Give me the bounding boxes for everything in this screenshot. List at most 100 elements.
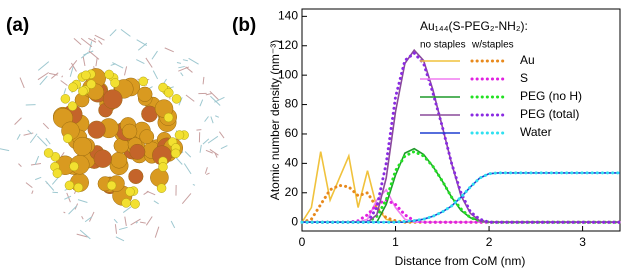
ligand-strand [202, 138, 210, 145]
ligand-strand [31, 190, 34, 194]
ligand-strand [93, 37, 96, 41]
ligand-strand [88, 37, 97, 43]
ligand-strand [16, 133, 21, 140]
y-tick-label: 20 [285, 185, 299, 199]
ligand-strand [83, 50, 94, 56]
ligand-strand [139, 221, 146, 224]
sulfur-atom [164, 88, 174, 98]
sulfur-atom [104, 69, 114, 80]
ligand-strand [84, 216, 93, 223]
legend-label: PEG (no H) [520, 89, 582, 103]
ligand-strand [98, 40, 103, 45]
sulfur-atom [73, 182, 84, 193]
sulfur-atom [63, 133, 73, 144]
gold-atom [93, 149, 112, 168]
ligand-strand [196, 129, 202, 131]
ligand-strand [37, 72, 49, 81]
y-tick-label: 0 [291, 214, 298, 228]
x-tick-label: 2 [486, 235, 493, 249]
ligand-strand [136, 39, 147, 47]
sulfur-atom [43, 148, 54, 158]
ligand-strand [199, 144, 202, 153]
y-tick-label: 80 [285, 97, 299, 111]
ligand-strand [110, 63, 116, 66]
x-tick-label: 1 [392, 235, 399, 249]
ligand-strand [199, 99, 204, 107]
sulfur-atom [170, 148, 181, 159]
ligand-strand [204, 167, 208, 174]
ligand-strand [176, 61, 182, 64]
ligand-strand [68, 205, 78, 215]
ligand-strand [113, 218, 118, 224]
ligand-strand [184, 151, 192, 158]
ligand-strand [205, 149, 213, 154]
sulfur-atom [174, 130, 185, 140]
ligand-strand [154, 226, 160, 238]
ligand-strand [218, 131, 225, 139]
legend-label: S [520, 71, 528, 85]
ligand-strand [63, 211, 66, 214]
ligand-strand [188, 57, 199, 65]
ligand-strand [29, 133, 38, 144]
ligand-strand [136, 59, 145, 65]
x-tick-label: 3 [579, 235, 586, 249]
sulfur-atom [68, 82, 78, 92]
ligand-strand [0, 148, 10, 152]
sulfur-atom [69, 161, 79, 172]
sulfur-atom [121, 198, 131, 208]
sulfur-atom [110, 78, 120, 88]
ligand-strand [180, 72, 184, 77]
ligand-strand [192, 183, 196, 186]
gold-atom [87, 120, 106, 139]
line-w-staples [300, 51, 622, 224]
ligand-strand [114, 224, 118, 234]
molecule-image [0, 28, 228, 242]
ligand-strand [178, 65, 185, 69]
ligand-strand [182, 59, 188, 62]
ligand-strand [153, 200, 159, 205]
ligand-strand [69, 66, 74, 77]
ligand-strand [37, 135, 48, 147]
ligand-strand [204, 116, 209, 122]
ligand-strand [124, 216, 127, 227]
ligand-strand [181, 193, 192, 204]
ligand-strand [25, 182, 33, 188]
legend-column: no staples [420, 40, 466, 51]
ligand-strand [35, 176, 42, 181]
gold-atom [129, 143, 146, 160]
legend-label: Au [520, 53, 535, 67]
ligand-strand [137, 42, 148, 51]
ligand-strand [112, 62, 124, 69]
sulfur-atom [156, 183, 167, 193]
ligand-strand [42, 122, 50, 130]
ligand-strand [73, 37, 82, 46]
x-axis-label: Distance from CoM (nm) [395, 254, 526, 268]
sulfur-atom [130, 199, 140, 209]
y-tick-label: 40 [285, 156, 299, 170]
ligand-strand [77, 199, 88, 204]
sulfur-atom [171, 94, 182, 104]
ligand-strand [37, 61, 50, 71]
ligand-strand [164, 47, 174, 53]
ligand-strand [220, 145, 228, 150]
ligand-strand [45, 137, 51, 145]
ligand-strand [206, 172, 210, 176]
ligand-strand [64, 195, 72, 200]
ligand-strand [39, 75, 48, 86]
ligand-strand [61, 75, 64, 78]
y-tick-label: 100 [278, 67, 298, 81]
ligand-strand [151, 50, 158, 60]
ligand-strand [76, 233, 88, 238]
ligand-strand [82, 56, 86, 67]
ligand-strand [95, 57, 98, 67]
ligand-strand [130, 218, 141, 226]
ligand-strand [145, 57, 153, 68]
y-tick-label: 140 [278, 9, 298, 23]
sulfur-atom [86, 79, 96, 89]
ligand-strand [48, 72, 58, 76]
gold-atom [139, 129, 155, 144]
gold-atom [137, 86, 153, 102]
panel-label: (a) [6, 15, 29, 36]
y-tick-label: 60 [285, 126, 299, 140]
